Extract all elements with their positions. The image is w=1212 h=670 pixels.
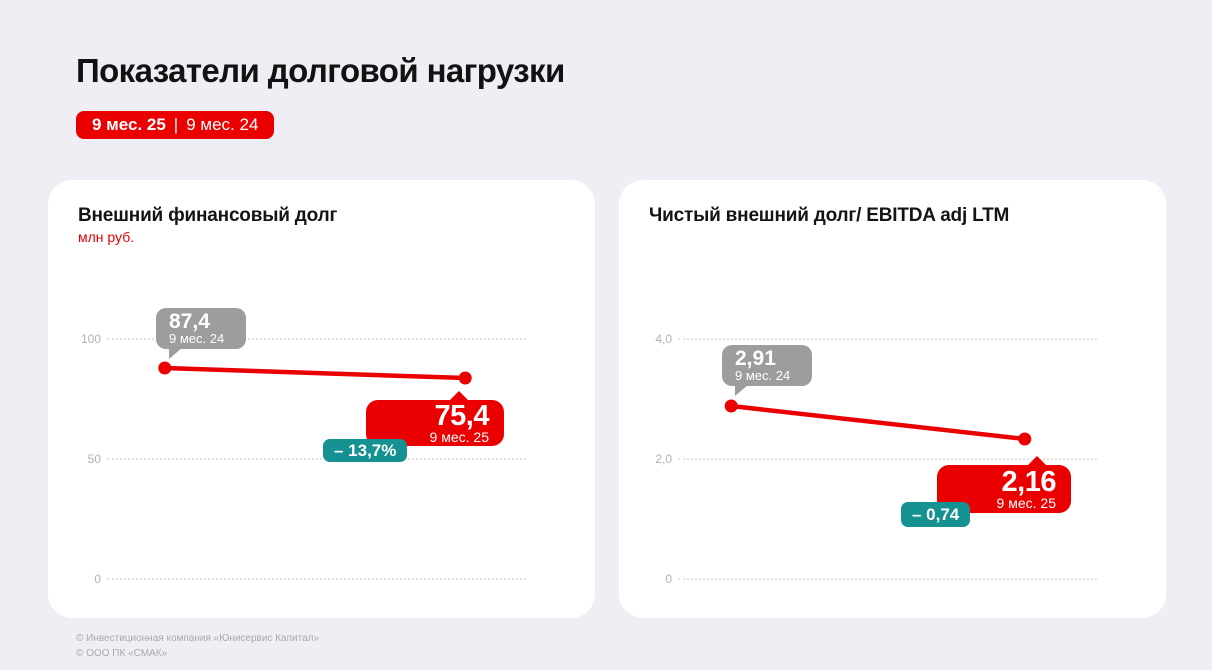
trend-line-svg [158,361,472,385]
data-point-current [1018,432,1032,446]
gridline-dots [107,458,526,460]
gridline: 0 [619,572,1166,586]
gridline: 0 [48,572,595,586]
gridline-dots [107,338,526,340]
delta-badge: – 0,74 [901,502,971,527]
gridline-dots [678,338,1097,340]
gridline-dots [107,578,526,580]
tooltip-value: 75,4 [434,399,490,432]
tooltip-period: 9 мес. 25 [429,428,489,445]
tooltip-period: 9 мес. 25 [996,494,1056,511]
footer-line-issuer: © ООО ПК «СМАК» [76,648,168,659]
gridline-dots [678,578,1097,580]
card-subtitle: млн руб. [78,229,135,245]
card-title: Внешний финансовый долг [78,205,338,226]
badge-current-period: 9 мес. 25 [92,115,166,134]
trend-line-svg [724,399,1032,446]
data-point-previous [158,361,172,375]
tooltip-period: 9 мес. 24 [735,368,791,383]
gridline: 4,0 [619,332,1166,346]
y-axis-tick-label: 4,0 [655,332,672,346]
card-title: Чистый внешний долг/ EBITDA adj LTM [649,205,1010,226]
badge-separator: | [173,115,179,134]
tooltip-previous: 2,91 9 мес. 24 [722,345,812,396]
tooltip-value: 2,91 [735,347,776,370]
y-axis-tick-label: 2,0 [655,452,672,466]
period-badge: 9 мес. 25 | 9 мес. 24 [76,111,275,139]
delta-badge: – 13,7% [323,439,408,462]
gridline: 50 [48,452,595,466]
card-external-debt: Внешний финансовый долг млн руб. 100 50 … [48,180,595,618]
page-title: Показатели долговой нагрузки [76,52,565,89]
gridline-dots [678,458,1097,460]
badge-previous-period: 9 мес. 24 [186,115,259,134]
data-point-current [458,371,472,385]
gridline: 100 [48,332,595,346]
tooltip-period: 9 мес. 24 [169,331,225,346]
chart-external-debt: 100 50 0 87,4 9 мес. 24 [48,180,595,618]
tooltip-value: 2,16 [1001,465,1057,498]
tooltip-pointer [169,348,182,359]
trend-line [728,403,1027,442]
trend-line [162,365,468,381]
tooltip-previous: 87,4 9 мес. 24 [156,308,246,359]
tooltip-pointer [735,385,748,396]
gridline: 2,0 [619,452,1166,466]
y-axis-tick-label: 0 [665,572,672,586]
y-axis-tick-label: 50 [87,452,101,466]
card-net-debt-ebitda: Чистый внешний долг/ EBITDA adj LTM 4,0 … [619,180,1166,618]
cards-row: Внешний финансовый долг млн руб. 100 50 … [48,180,1166,618]
tooltip-pointer [449,391,469,401]
data-point-previous [724,399,738,413]
tooltip-current: 75,4 9 мес. 25 [366,391,504,446]
tooltip-value: 87,4 [169,310,210,333]
tooltip-pointer [1027,456,1047,466]
y-axis-tick-label: 100 [80,332,101,346]
y-axis-tick-label: 0 [94,572,101,586]
chart-net-debt-ebitda: 4,0 2,0 0 2,91 9 мес. 24 [619,180,1166,618]
footer-line-company: © Инвестиционная компания «Юнисервис Кап… [76,633,320,644]
footer: © Инвестиционная компания «Юнисервис Кап… [76,631,319,661]
